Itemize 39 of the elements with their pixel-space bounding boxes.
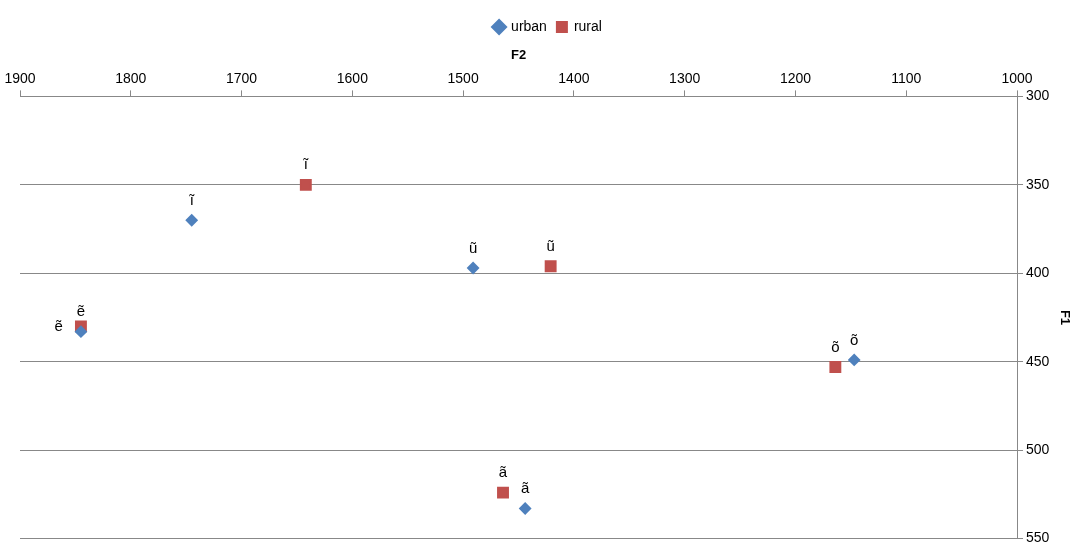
legend-label: rural bbox=[573, 17, 602, 34]
point bbox=[74, 325, 87, 338]
x-tick-label: 1500 bbox=[447, 69, 479, 86]
y-tick-label: 350 bbox=[1026, 175, 1050, 192]
point bbox=[497, 486, 509, 499]
x-tick-label: 1300 bbox=[669, 69, 701, 86]
legend-label: urban bbox=[511, 17, 547, 34]
annotation: ẽ bbox=[76, 302, 86, 320]
y-tick-label: 500 bbox=[1026, 441, 1050, 458]
annotation: ĩ bbox=[188, 190, 195, 208]
y-tick-label: 400 bbox=[1026, 264, 1050, 281]
annotation: õ bbox=[850, 330, 859, 348]
annotation: õ bbox=[831, 337, 840, 355]
x-tick-label: 1100 bbox=[891, 69, 922, 86]
x-tick-label: 1400 bbox=[558, 69, 590, 86]
x-axis-title: F2 bbox=[510, 47, 527, 63]
point bbox=[467, 261, 480, 274]
annotation: ĩ bbox=[302, 155, 309, 173]
y-tick-label: 450 bbox=[1026, 352, 1050, 369]
y-axis-title: F1 bbox=[1057, 309, 1073, 326]
x-tick-label: 1000 bbox=[1001, 69, 1033, 86]
annotation: ũ bbox=[546, 236, 555, 254]
point bbox=[848, 353, 861, 366]
point bbox=[185, 214, 198, 227]
point bbox=[829, 361, 842, 373]
x-tick-label: 1800 bbox=[115, 69, 147, 86]
annotation: ã bbox=[498, 463, 508, 481]
y-tick-label: 300 bbox=[1026, 87, 1050, 104]
x-tick-label: 1200 bbox=[779, 69, 812, 86]
annotation: ẽ bbox=[54, 316, 63, 334]
x-tick-label: 1900 bbox=[4, 69, 36, 86]
y-tick-label: 550 bbox=[1026, 529, 1050, 546]
point bbox=[519, 502, 532, 515]
point bbox=[299, 178, 312, 191]
annotation: ã bbox=[521, 479, 530, 497]
point bbox=[544, 260, 557, 273]
annotation: ũ bbox=[468, 238, 478, 256]
x-tick-label: 1700 bbox=[225, 69, 258, 86]
x-tick-label: 1600 bbox=[336, 69, 369, 86]
